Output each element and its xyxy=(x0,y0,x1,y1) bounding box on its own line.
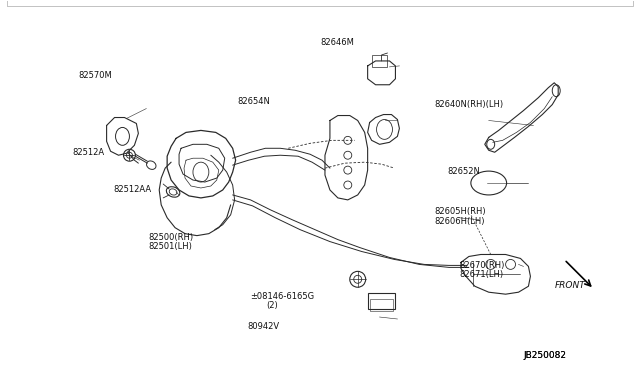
Text: 82652N: 82652N xyxy=(447,167,480,176)
Text: 82670(RH): 82670(RH) xyxy=(460,261,505,270)
Text: 82646M: 82646M xyxy=(320,38,354,46)
Text: 82570M: 82570M xyxy=(79,71,113,80)
Text: 82500(RH): 82500(RH) xyxy=(148,233,194,242)
Text: (2): (2) xyxy=(266,301,278,311)
Text: 82606H(LH): 82606H(LH) xyxy=(435,217,485,225)
Text: 82654N: 82654N xyxy=(237,97,270,106)
Text: 82605H(RH): 82605H(RH) xyxy=(435,207,486,217)
Text: 80942V: 80942V xyxy=(247,322,279,331)
Text: FRONT: FRONT xyxy=(555,281,586,290)
Text: 82512A: 82512A xyxy=(72,148,104,157)
Text: 82640N(RH)(LH): 82640N(RH)(LH) xyxy=(435,100,504,109)
Bar xyxy=(367,293,396,309)
Text: JB250082: JB250082 xyxy=(524,351,566,360)
Text: JB250082: JB250082 xyxy=(524,351,566,360)
Text: 82512AA: 82512AA xyxy=(113,185,152,194)
Bar xyxy=(370,299,394,311)
Text: 82671(LH): 82671(LH) xyxy=(460,270,504,279)
Bar xyxy=(372,55,387,67)
Text: 82501(LH): 82501(LH) xyxy=(148,243,193,251)
Text: ±08146-6165G: ±08146-6165G xyxy=(250,292,314,301)
